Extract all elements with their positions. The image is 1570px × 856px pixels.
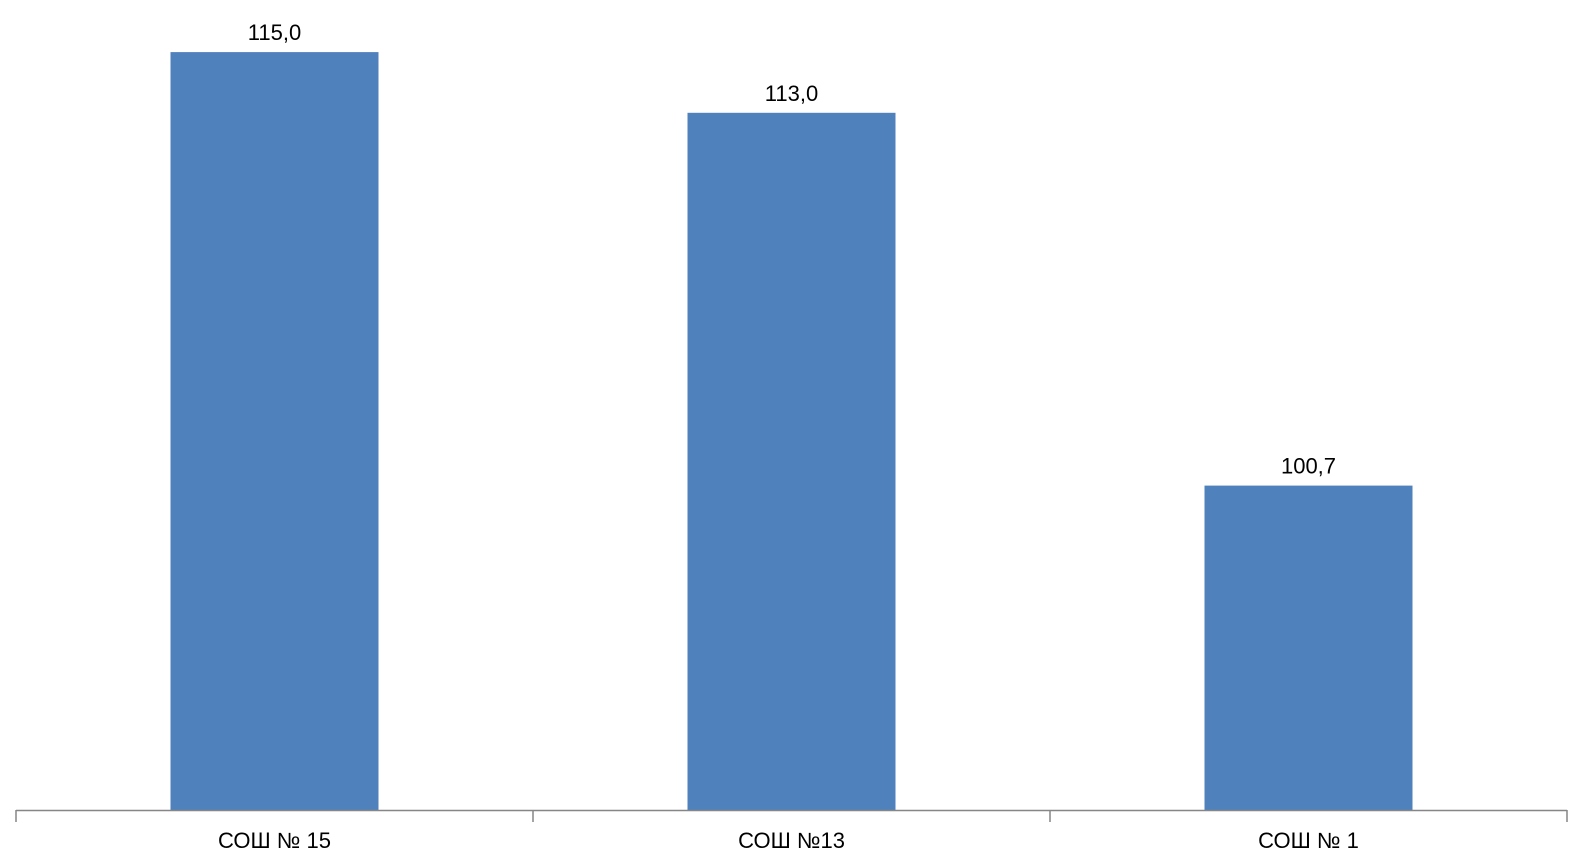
data-label-1: 115,0: [248, 20, 301, 45]
bars-group: [170, 52, 1413, 811]
data-label-3: 100,7: [1281, 454, 1336, 479]
x-tick-label-2: СОШ №13: [738, 828, 845, 853]
x-axis: [15, 809, 1568, 822]
x-tick-labels-group: СОШ № 15 СОШ №13 СОШ № 1: [218, 828, 1359, 853]
bar-1: [170, 52, 379, 811]
bar-2: [687, 112, 896, 811]
x-tick-label-1: СОШ № 15: [218, 828, 331, 853]
bar-3: [1204, 485, 1413, 810]
x-tick-label-3: СОШ № 1: [1258, 828, 1359, 853]
data-labels-group: 115,0 113,0 100,7: [248, 20, 1336, 479]
data-label-2: 113,0: [765, 81, 818, 106]
